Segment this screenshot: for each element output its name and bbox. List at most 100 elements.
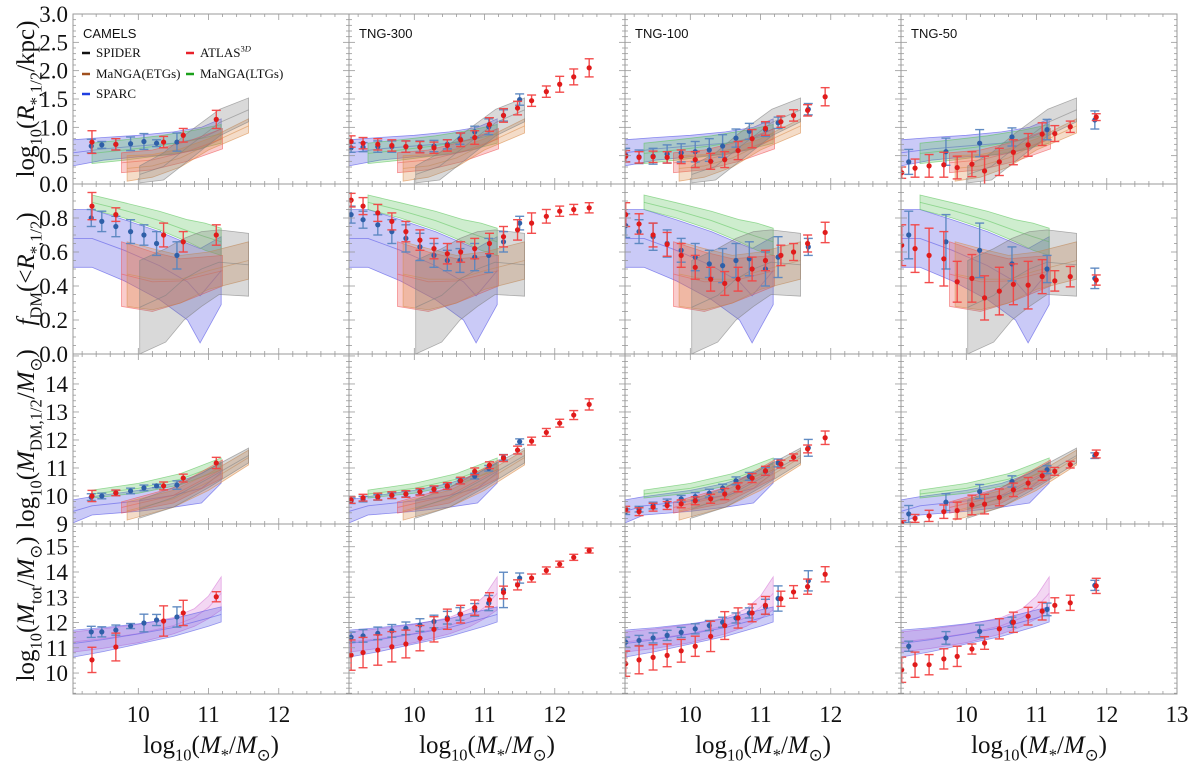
label-segment: ⊙ [533, 746, 547, 765]
red-point [1093, 451, 1099, 457]
x-tick-label: 13 [1166, 702, 1189, 727]
red-point [360, 649, 366, 656]
band-median-manga-etgs- [679, 260, 801, 280]
label-segment: ATLAS [200, 45, 240, 60]
y-tick-label: 9 [57, 512, 69, 537]
blue-point [349, 212, 354, 218]
tick-marks [625, 13, 902, 185]
red-point [444, 142, 450, 149]
blue-point [174, 614, 180, 620]
red-point [804, 584, 811, 590]
blue-point [99, 493, 105, 499]
red-point [417, 635, 423, 641]
blue-point [141, 485, 147, 491]
red-point [749, 136, 755, 142]
red-point [349, 138, 354, 145]
red-point [901, 242, 905, 248]
red-point [486, 597, 493, 603]
red-point [625, 212, 629, 218]
y-tick-label: 1.0 [39, 115, 68, 140]
blue-point [153, 240, 160, 247]
band-median-spider [415, 261, 525, 308]
red-point [500, 112, 507, 119]
red-point [981, 501, 988, 507]
red-point [762, 468, 769, 474]
label-segment: tot [27, 586, 46, 604]
legend-entry: MaNGA(LTGs) [186, 66, 283, 81]
red-point [375, 210, 381, 216]
label-segment: MaNGA(LTGs) [200, 66, 283, 81]
red-point [735, 615, 741, 621]
panel-r3c2 [624, 523, 902, 695]
red-point [528, 98, 535, 104]
red-point [941, 509, 947, 515]
red-point [403, 229, 409, 235]
band-median-atlas3d [949, 468, 1051, 508]
plot-area [73, 97, 250, 184]
x-tick-label: 11 [749, 702, 771, 727]
red-point [996, 626, 1002, 632]
y-tick-label: 0.5 [39, 144, 68, 169]
blue-point [906, 159, 912, 165]
red-point [458, 137, 464, 143]
y-tick-label: 11 [46, 456, 68, 481]
blue-point [906, 232, 912, 238]
label-segment: ( [13, 472, 40, 480]
legend-label: ATLAS3D [200, 44, 252, 60]
red-point [1093, 277, 1099, 283]
band-median-atlas3d [121, 270, 223, 283]
band-sparc [73, 461, 222, 524]
label-segment: * [497, 746, 505, 765]
red-point [431, 145, 437, 151]
band-median-magenta-band [349, 592, 498, 643]
label-segment: ( [1020, 732, 1028, 759]
blue-point [1009, 134, 1015, 140]
red-point [89, 657, 95, 663]
y-tick-label: 0.4 [39, 274, 68, 299]
red-point [160, 483, 167, 489]
red-point [790, 249, 797, 255]
red-point [1010, 149, 1016, 155]
label-segment: M [751, 732, 774, 759]
red-point [678, 648, 684, 654]
label-segment: M [787, 732, 810, 759]
red-point [213, 116, 219, 122]
y-tick-label: 0.6 [39, 240, 68, 265]
y-tick-label: 13 [45, 585, 68, 610]
y-tick-label: 3.0 [39, 2, 68, 27]
red-point [360, 203, 366, 209]
band-median-spider [691, 261, 801, 308]
blue-point [664, 632, 670, 638]
label-segment: 10 [27, 633, 46, 650]
band-median-sparc [73, 472, 222, 512]
blue-point [943, 635, 949, 641]
red-point [543, 567, 549, 574]
label-segment: M [199, 732, 222, 759]
band-median-manga-etgs- [127, 260, 249, 280]
red-point [514, 227, 521, 233]
y-axis-label: log10(Mtot/M⊙) [13, 537, 46, 682]
band-median-manga-ltgs- [919, 133, 1050, 154]
red-point [1025, 282, 1031, 288]
red-point [926, 163, 932, 169]
blue-point [943, 239, 949, 245]
red-point [981, 640, 988, 646]
red-point [486, 462, 493, 468]
red-point [762, 257, 769, 264]
red-point [762, 602, 769, 608]
panel-title: CAMELS [83, 26, 137, 41]
panel-r3c3 [900, 523, 1178, 695]
label-segment: 10 [27, 129, 46, 146]
red-point [113, 212, 119, 218]
label-segment: *,1/2 [27, 221, 46, 254]
red-point [557, 208, 563, 214]
label-segment: ( [192, 732, 200, 759]
blue-point [141, 138, 147, 145]
legend-label: SPARC [96, 86, 136, 101]
red-point [586, 205, 592, 211]
red-point [571, 74, 577, 80]
blue-point [349, 634, 354, 640]
label-segment: M [1063, 732, 1086, 759]
blue-point [375, 222, 381, 228]
plot-area [349, 398, 594, 524]
